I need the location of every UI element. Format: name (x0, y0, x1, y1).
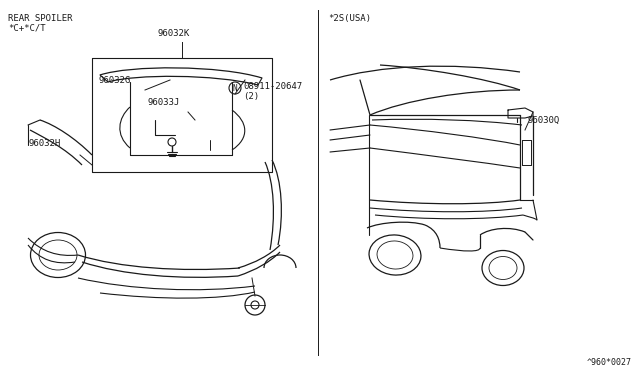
Text: 96032G: 96032G (98, 76, 131, 85)
Text: *C+*C/T: *C+*C/T (8, 23, 45, 32)
Text: ^960*0027: ^960*0027 (587, 358, 632, 367)
Text: (2): (2) (243, 92, 259, 100)
Text: 96030Q: 96030Q (528, 116, 560, 125)
Text: 96032K: 96032K (158, 29, 190, 38)
Text: N: N (233, 83, 237, 93)
Text: REAR SPOILER: REAR SPOILER (8, 14, 72, 23)
Text: 08911-20647: 08911-20647 (243, 81, 302, 90)
Text: *2S(USA): *2S(USA) (328, 14, 371, 23)
Text: 96033J: 96033J (148, 98, 180, 107)
Text: 96032H: 96032H (28, 139, 60, 148)
